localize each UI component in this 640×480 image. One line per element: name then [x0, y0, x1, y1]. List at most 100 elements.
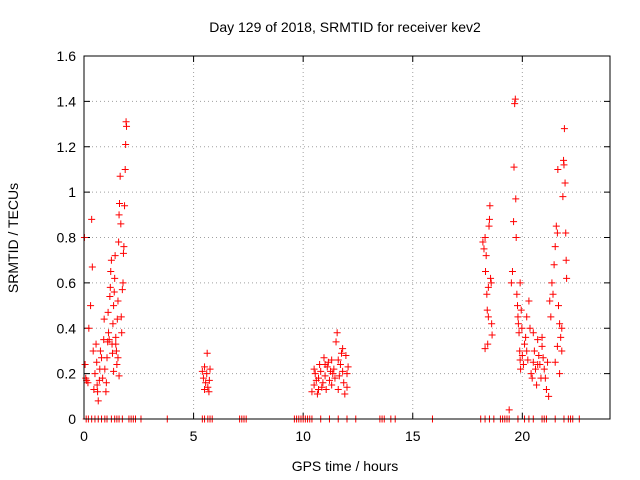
y-tick-label: 0.8 [57, 230, 77, 246]
data-point-marker [484, 283, 492, 291]
data-point-marker [201, 386, 209, 394]
data-point-marker [111, 274, 119, 282]
data-point-marker [114, 354, 122, 362]
data-point-marker [533, 381, 541, 389]
data-point-marker [330, 365, 338, 373]
data-point-marker [202, 379, 210, 387]
data-point-marker [113, 361, 121, 369]
data-point-marker [119, 279, 127, 287]
data-point-marker [94, 397, 102, 405]
data-point-marker [332, 338, 340, 346]
data-point-marker [516, 279, 524, 287]
data-point-marker [524, 356, 532, 364]
data-point-marker [88, 263, 96, 271]
data-point-marker [110, 302, 118, 310]
data-point-marker [310, 365, 318, 373]
data-point-marker [563, 274, 571, 282]
data-point-marker [518, 351, 526, 359]
y-axis-label: SRMTID / TECUs [5, 183, 21, 293]
data-point-marker [313, 390, 321, 398]
data-point-marker [561, 179, 569, 187]
data-point-marker [333, 329, 341, 337]
data-point-marker [481, 234, 489, 241]
data-point-marker [488, 331, 496, 339]
data-point-marker [540, 365, 548, 373]
data-point-marker [112, 340, 120, 348]
data-point-marker [485, 222, 493, 230]
data-point-marker [119, 249, 127, 257]
data-point-marker [335, 372, 343, 380]
data-point-marker [526, 324, 534, 332]
data-point-marker [203, 349, 211, 357]
data-point-marker [551, 243, 559, 251]
data-point-marker [515, 329, 523, 337]
x-tick-label: 15 [405, 428, 421, 444]
x-tick-label: 10 [295, 428, 311, 444]
data-point-marker [116, 199, 124, 207]
data-point-marker [325, 376, 333, 384]
data-point-marker [106, 283, 114, 291]
data-point-marker [562, 229, 570, 237]
data-point-marker [544, 358, 552, 366]
data-point-marker [508, 268, 516, 276]
data-point-marker [510, 218, 518, 226]
y-tick-label: 0 [68, 411, 76, 427]
data-point-marker [103, 354, 111, 362]
data-point-marker [516, 347, 524, 355]
data-point-marker [338, 349, 346, 357]
data-point-marker [311, 370, 319, 378]
data-point-marker [511, 95, 519, 103]
data-point-marker [517, 306, 525, 314]
data-point-marker [487, 279, 495, 287]
data-point-marker [93, 381, 101, 389]
data-point-marker [321, 372, 329, 380]
data-point-marker [479, 238, 487, 246]
data-point-marker [334, 386, 342, 394]
data-point-marker [486, 202, 494, 210]
data-point-marker [321, 361, 329, 369]
data-point-marker [343, 383, 351, 391]
data-point-marker [199, 374, 207, 382]
data-point-marker [529, 358, 537, 366]
data-point-marker [108, 349, 116, 357]
data-point-marker [115, 372, 123, 380]
data-point-marker [505, 406, 513, 414]
data-point-marker [90, 386, 98, 394]
data-point-marker [328, 356, 336, 364]
data-point-marker [514, 302, 522, 310]
data-point-marker [94, 388, 102, 396]
data-point-marker [553, 342, 561, 350]
chart-title: Day 129 of 2018, SRMTID for receiver kev… [209, 19, 481, 35]
y-tick-label: 1.6 [57, 48, 77, 64]
data-point-marker [541, 374, 549, 382]
data-point-marker [538, 342, 546, 350]
data-point-marker [118, 329, 126, 337]
data-point-marker [109, 320, 117, 328]
data-point-marker [551, 358, 559, 366]
plot-area-frame [83, 55, 611, 420]
data-point-marker [334, 356, 342, 364]
data-point-marker [488, 320, 496, 328]
data-point-marker [205, 376, 213, 384]
data-point-marker [315, 386, 323, 394]
data-point-marker [342, 351, 350, 359]
data-point-marker [122, 140, 130, 148]
axis-ticks: 0 0.2 0.4 0.6 0.8 1 1.2 1.4 1.6 0 5 10 15 20 [57, 48, 610, 444]
data-point-marker [552, 222, 560, 230]
data-point-marker [519, 361, 527, 369]
data-point-marker [538, 333, 546, 341]
data-point-marker [340, 379, 348, 387]
x-tick-label: 0 [80, 428, 88, 444]
data-point-marker [339, 367, 347, 375]
data-point-marker [114, 297, 122, 305]
data-point-marker [481, 345, 489, 353]
data-point-marker [206, 365, 214, 373]
data-point-marker [554, 165, 562, 173]
data-point-marker [308, 388, 316, 396]
y-tick-label: 1.4 [57, 93, 77, 109]
data-point-marker [559, 193, 567, 201]
data-point-marker [534, 361, 542, 369]
data-point-marker [482, 252, 490, 260]
data-point-marker [525, 297, 533, 305]
